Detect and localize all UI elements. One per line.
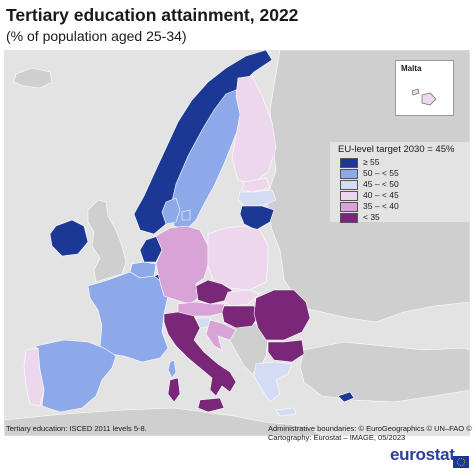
map-subtitle: (% of population aged 25-34) <box>6 28 187 44</box>
country-cyprus <box>337 391 355 403</box>
eurostat-logo: eurostat <box>390 445 455 464</box>
country-greece <box>253 361 297 417</box>
country-romania <box>253 289 311 341</box>
country-france <box>87 271 169 363</box>
country-estonia <box>241 177 271 193</box>
country-italy <box>163 311 237 397</box>
country-denmark <box>161 197 191 225</box>
legend-label: 50 – < 55 <box>363 168 399 178</box>
country-france-corsica <box>167 359 177 379</box>
country-italy-sardinia <box>167 377 181 403</box>
footnote: Tertiary education: ISCED 2011 levels 5-… <box>6 424 147 433</box>
country-latvia <box>237 189 277 207</box>
country-hungary <box>221 305 261 329</box>
legend-swatch <box>340 202 358 212</box>
legend-item: 40 – < 45 <box>340 190 399 201</box>
land-uk <box>87 199 127 283</box>
country-spain <box>35 339 117 413</box>
legend-item: 45 – < 50 <box>340 179 399 190</box>
country-malta <box>411 88 437 106</box>
land-iceland <box>13 67 53 89</box>
legend-label: 40 – < 45 <box>363 190 399 200</box>
legend-label: < 35 <box>363 212 380 222</box>
malta-inset-label: Malta <box>401 64 422 73</box>
country-ireland <box>49 219 89 257</box>
country-bulgaria <box>267 339 305 363</box>
country-poland <box>207 225 269 291</box>
credit-line-boundaries: Administrative boundaries: © EuroGeograp… <box>268 424 474 433</box>
country-portugal <box>23 347 45 407</box>
country-slovakia <box>223 289 261 307</box>
legend-swatch <box>340 213 358 223</box>
legend-item: 50 – < 55 <box>340 168 399 179</box>
land-north-africa <box>4 407 325 436</box>
legend-swatch <box>340 158 358 168</box>
legend-title: EU-level target 2030 = 45% <box>338 144 455 155</box>
legend-swatch <box>340 191 358 201</box>
land-turkey <box>299 341 470 403</box>
legend-swatch <box>340 169 358 179</box>
legend-swatch <box>340 180 358 190</box>
country-italy-sicily <box>197 397 225 413</box>
country-croatia <box>205 319 237 351</box>
map-area <box>4 50 470 436</box>
europe-map <box>4 50 470 436</box>
country-lithuania <box>239 205 275 231</box>
legend-item: < 35 <box>340 212 380 223</box>
legend-label: 35 – < 40 <box>363 201 399 211</box>
legend: EU-level target 2030 = 45% ≥ 55 50 – < 5… <box>330 142 470 223</box>
legend-item: ≥ 55 <box>340 157 380 168</box>
credits: Administrative boundaries: © EuroGeograp… <box>268 424 474 442</box>
legend-label: 45 – < 50 <box>363 179 399 189</box>
map-title: Tertiary education attainment, 2022 <box>6 5 299 25</box>
credit-line-cartography: Cartography: Eurostat – IMAGE, 05/2023 <box>268 433 406 442</box>
legend-label: ≥ 55 <box>363 157 380 167</box>
malta-inset: Malta <box>395 60 454 116</box>
malta-inset-map <box>411 88 437 106</box>
legend-item: 35 – < 40 <box>340 201 399 212</box>
eu-flag-icon <box>453 456 469 468</box>
country-finland <box>231 75 277 185</box>
